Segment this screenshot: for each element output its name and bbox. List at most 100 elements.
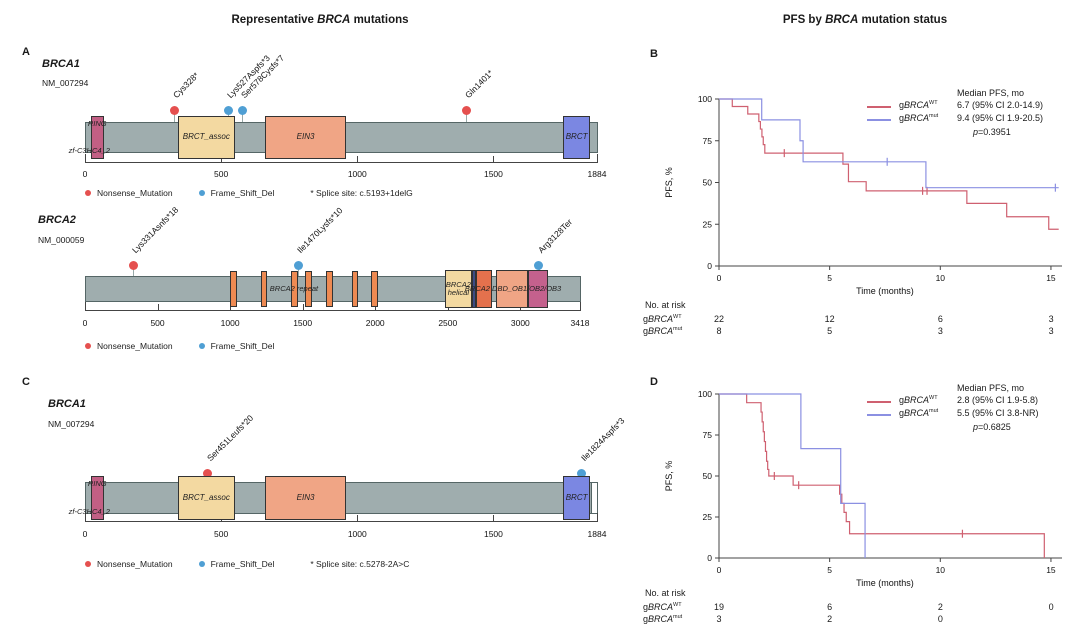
km-legend-swatch — [867, 119, 891, 121]
domain-box — [476, 270, 493, 308]
mutation-type-legend: Nonsense_Mutation Frame_Shift_Del — [85, 341, 274, 351]
mutation-dot-nonsense — [128, 260, 138, 270]
mutation-stem — [242, 110, 244, 122]
mutation-label: Ile1470Lysfs*10 — [295, 205, 345, 255]
x-tick-label: 10 — [936, 273, 946, 283]
risk-row-label: gBRCAmut — [643, 326, 682, 336]
left-figure-title: Representative BRCA mutations — [0, 14, 640, 26]
aa-axis-tick-label: 0 — [82, 529, 88, 539]
risk-count: 2 — [827, 614, 833, 624]
risk-count: 5 — [827, 326, 833, 336]
mutation-dot-frameshift — [293, 260, 303, 270]
mutation-label: Lys331Asnfs*18 — [129, 204, 181, 255]
left-title-post: mutations — [350, 14, 409, 26]
splice-site-note: * Splice site: c.5278-2A>C — [310, 559, 410, 569]
gene-name-brca2: BRCA2 — [38, 214, 76, 226]
group-label-part: BRCA — [904, 100, 930, 110]
legend-label: Nonsense_Mutation — [97, 341, 173, 351]
mutation-label: Gln1401* — [463, 67, 496, 100]
km-legend-group: gBRCAmut — [899, 113, 938, 123]
group-label-part: g — [643, 314, 649, 324]
aa-axis-tick — [580, 302, 581, 310]
mutation-label: Arg3128Ter — [535, 216, 574, 255]
mutation-label: Cys328* — [171, 70, 202, 100]
group-label-part: g — [899, 100, 905, 110]
aa-axis-tick — [597, 513, 598, 521]
aa-axis-tick-label: 1000 — [220, 318, 240, 328]
panel-label-b: B — [650, 48, 658, 60]
x-tick-label: 0 — [717, 273, 722, 283]
risk-table-row: gBRCAWT 19 6 2 0 — [643, 602, 1083, 614]
aa-axis-tick-label: 1884 — [587, 529, 607, 539]
mutation-stem — [466, 110, 468, 122]
gene-name-brca1-c: BRCA1 — [48, 398, 86, 410]
aa-axis — [85, 310, 581, 311]
right-figure-title: PFS by BRCA mutation status — [640, 14, 1090, 26]
aa-axis-tick-label: 0 — [82, 169, 88, 179]
risk-count: 8 — [716, 326, 722, 336]
risk-table-title: No. at risk — [645, 588, 686, 598]
group-label-part: BRCA — [904, 408, 930, 418]
risk-count: 12 — [824, 314, 835, 324]
km-curve-gBRCA-mut — [719, 98, 1059, 189]
left-title-pre: Representative — [231, 14, 318, 26]
km-legend-pvalue: p=0.3951 — [973, 127, 1011, 137]
domain-box: BRCT_assoc — [177, 476, 235, 520]
domain-box — [90, 476, 104, 520]
domain-box: BRCT — [563, 476, 591, 520]
risk-count: 19 — [713, 602, 724, 612]
aa-axis-tick-label: 500 — [214, 169, 229, 179]
aa-axis-tick — [221, 156, 223, 162]
brca1-lollipop-diagram-panel-a: RING zf-C3HC4_2 BRCT_assoc EIN3 BRCT Cys328* L… — [69, 53, 607, 205]
group-label-part: g — [643, 614, 649, 624]
risk-row-label: gBRCAmut — [643, 614, 682, 624]
aa-axis-tick — [597, 154, 598, 162]
km-legend-swatch — [867, 401, 891, 403]
mutation-dot-frameshift — [577, 468, 587, 478]
domain-box — [495, 270, 529, 308]
group-label-part: g — [643, 326, 649, 336]
domain-label-ring: RING — [87, 479, 107, 488]
gene-name-brca1-a: BRCA1 — [42, 58, 80, 70]
aa-axis-tick-label: 1000 — [347, 169, 367, 179]
domain-box: BRCT_assoc — [177, 116, 235, 159]
risk-count: 0 — [937, 614, 943, 624]
mutation-dot-nonsense — [203, 468, 213, 478]
aa-axis-tick-label: 3000 — [510, 318, 530, 328]
brc-repeat-box — [230, 271, 237, 307]
legend-item-nonsense: Nonsense_Mutation — [85, 559, 173, 569]
km-legend-value: 2.8 (95% CI 1.9-5.8) — [957, 395, 1039, 405]
transcript-brca1-c: NM_007294 — [48, 419, 95, 429]
group-label-part: mut — [929, 408, 939, 414]
group-label-part: BRCA — [648, 602, 674, 612]
panel-label-c: C — [22, 376, 30, 388]
risk-count: 22 — [713, 314, 724, 324]
domain-label-ring-sub: zf-C3HC4_2 — [68, 507, 110, 516]
y-tick-label: 100 — [698, 389, 712, 399]
mutation-dot-frameshift — [534, 260, 544, 270]
aa-axis-tick-label: 1500 — [293, 318, 313, 328]
transcript-brca1-a: NM_007294 — [42, 78, 89, 88]
x-tick-label: 5 — [827, 565, 832, 575]
brc-repeat-box — [305, 271, 312, 307]
risk-count: 3 — [937, 326, 943, 336]
aa-axis — [85, 521, 598, 522]
brc-repeat-box — [371, 271, 378, 307]
y-axis-title: PFS, % — [664, 461, 674, 492]
km-legend-value: 5.5 (95% CI 3.8-NR) — [957, 408, 1039, 418]
gene-bar-end-gap — [590, 482, 598, 514]
domain-label-ring-sub: zf-C3HC4_2 — [68, 146, 110, 155]
km-legend-group: gBRCAWT — [899, 100, 938, 110]
mutation-type-legend: Nonsense_Mutation Frame_Shift_Del * Splice… — [85, 559, 409, 569]
legend-label: Nonsense_Mutation — [97, 559, 173, 569]
domain-box: BRCT — [563, 116, 591, 159]
brca2-repeat-label: BRCA2 repeat — [269, 284, 319, 293]
km-legend-value: 6.7 (95% CI 2.0-14.9) — [957, 100, 1044, 110]
x-tick-label: 15 — [1046, 565, 1056, 575]
mutation-dot-nonsense — [169, 105, 179, 115]
legend-dot-nonsense — [85, 561, 91, 567]
km-legend-row: gBRCAmut 5.5 (95% CI 3.8-NR) — [845, 408, 1090, 422]
y-axis-title: PFS, % — [664, 167, 674, 198]
group-label-part: BRCA — [648, 614, 674, 624]
